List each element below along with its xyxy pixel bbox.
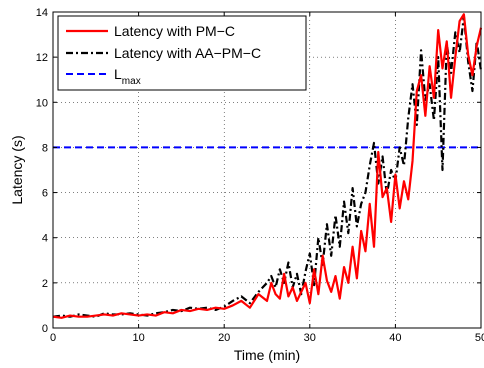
- axis-ticks: 0 10 20 30 40 50 0 2 4 6 8 10 12 14: [36, 7, 484, 344]
- y-tick-label: 8: [42, 142, 48, 154]
- plot-lines: [52, 13, 483, 319]
- x-tick-label: 40: [389, 332, 401, 344]
- x-axis-label: Time (min): [234, 347, 300, 363]
- legend-label-lmax-main: L: [114, 66, 122, 82]
- legend-label-aa-pm-c: Latency with AA−PM−C: [114, 45, 261, 61]
- x-tick-label: 30: [304, 332, 316, 344]
- x-tick-label: 0: [50, 332, 56, 344]
- plot-frame: [52, 11, 482, 329]
- y-axis-label: Latency (s): [9, 135, 25, 204]
- y-tick-label: 12: [36, 52, 48, 64]
- legend: Latency with PM−C Latency with AA−PM−C L…: [57, 15, 307, 91]
- legend-label-lmax: Lmax: [114, 66, 141, 87]
- y-tick-label: 0: [42, 323, 48, 335]
- x-tick-label: 10: [132, 332, 144, 344]
- x-tick-label: 20: [218, 332, 230, 344]
- y-tick-label: 14: [36, 7, 48, 19]
- x-tick-label: 50: [475, 332, 484, 344]
- y-tick-label: 2: [42, 278, 48, 290]
- y-tick-label: 10: [36, 97, 48, 109]
- y-tick-label: 4: [42, 233, 48, 245]
- legend-label-pm-c: Latency with PM−C: [114, 23, 235, 39]
- y-tick-label: 6: [42, 188, 48, 200]
- legend-label-lmax-subscript: max: [122, 76, 141, 87]
- series-line-pm-c: [52, 13, 483, 319]
